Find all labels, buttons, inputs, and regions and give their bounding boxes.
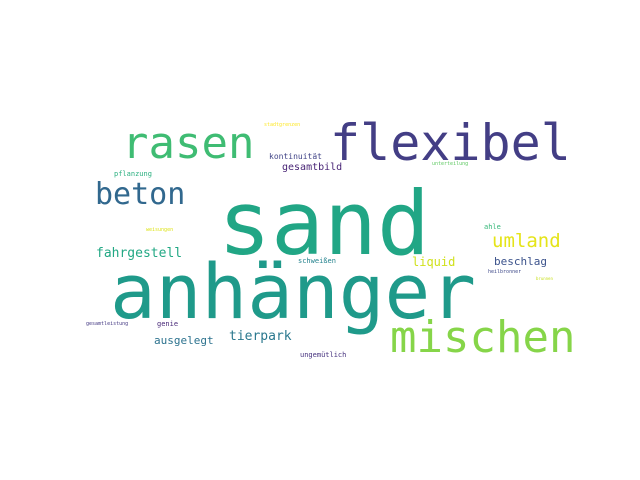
word-gesamtleistung: gesamtleistung: [86, 321, 129, 327]
word-ahle: ahle: [484, 223, 501, 231]
word-mischen: mischen: [390, 312, 576, 363]
word-sand: sand: [218, 172, 430, 275]
word-beschlag: beschlag: [494, 255, 547, 268]
word-ungemutlich: ungemütlich: [300, 351, 347, 359]
word-beton: beton: [95, 177, 186, 212]
word-brunnen: brunnen: [536, 276, 553, 281]
word-rasen: rasen: [122, 118, 255, 169]
word-weisungen: weisungen: [146, 227, 174, 233]
word-unterteilung: unterteilung: [432, 161, 469, 167]
word-heilbronner: heilbronner: [488, 269, 522, 275]
word-genie: genie: [157, 320, 179, 328]
word-umland: umland: [492, 230, 561, 252]
word-ausgelegt: ausgelegt: [154, 334, 214, 347]
word-pflanzung: pflanzung: [114, 170, 152, 178]
word-schweissen: schweißen: [298, 257, 336, 265]
word-fahrgestell: fahrgestell: [96, 246, 183, 261]
word-stadtgrenzen: stadtgrenzen: [264, 122, 301, 128]
word-gesamtbild: gesamtbild: [282, 162, 343, 173]
word-flexibel: flexibel: [330, 114, 571, 172]
word-kontinuitat: kontinuität: [269, 152, 322, 161]
word-anhanger: anhänger: [110, 247, 477, 336]
word-tierpark: tierpark: [229, 329, 292, 344]
word-liquid: liquid: [412, 255, 456, 269]
